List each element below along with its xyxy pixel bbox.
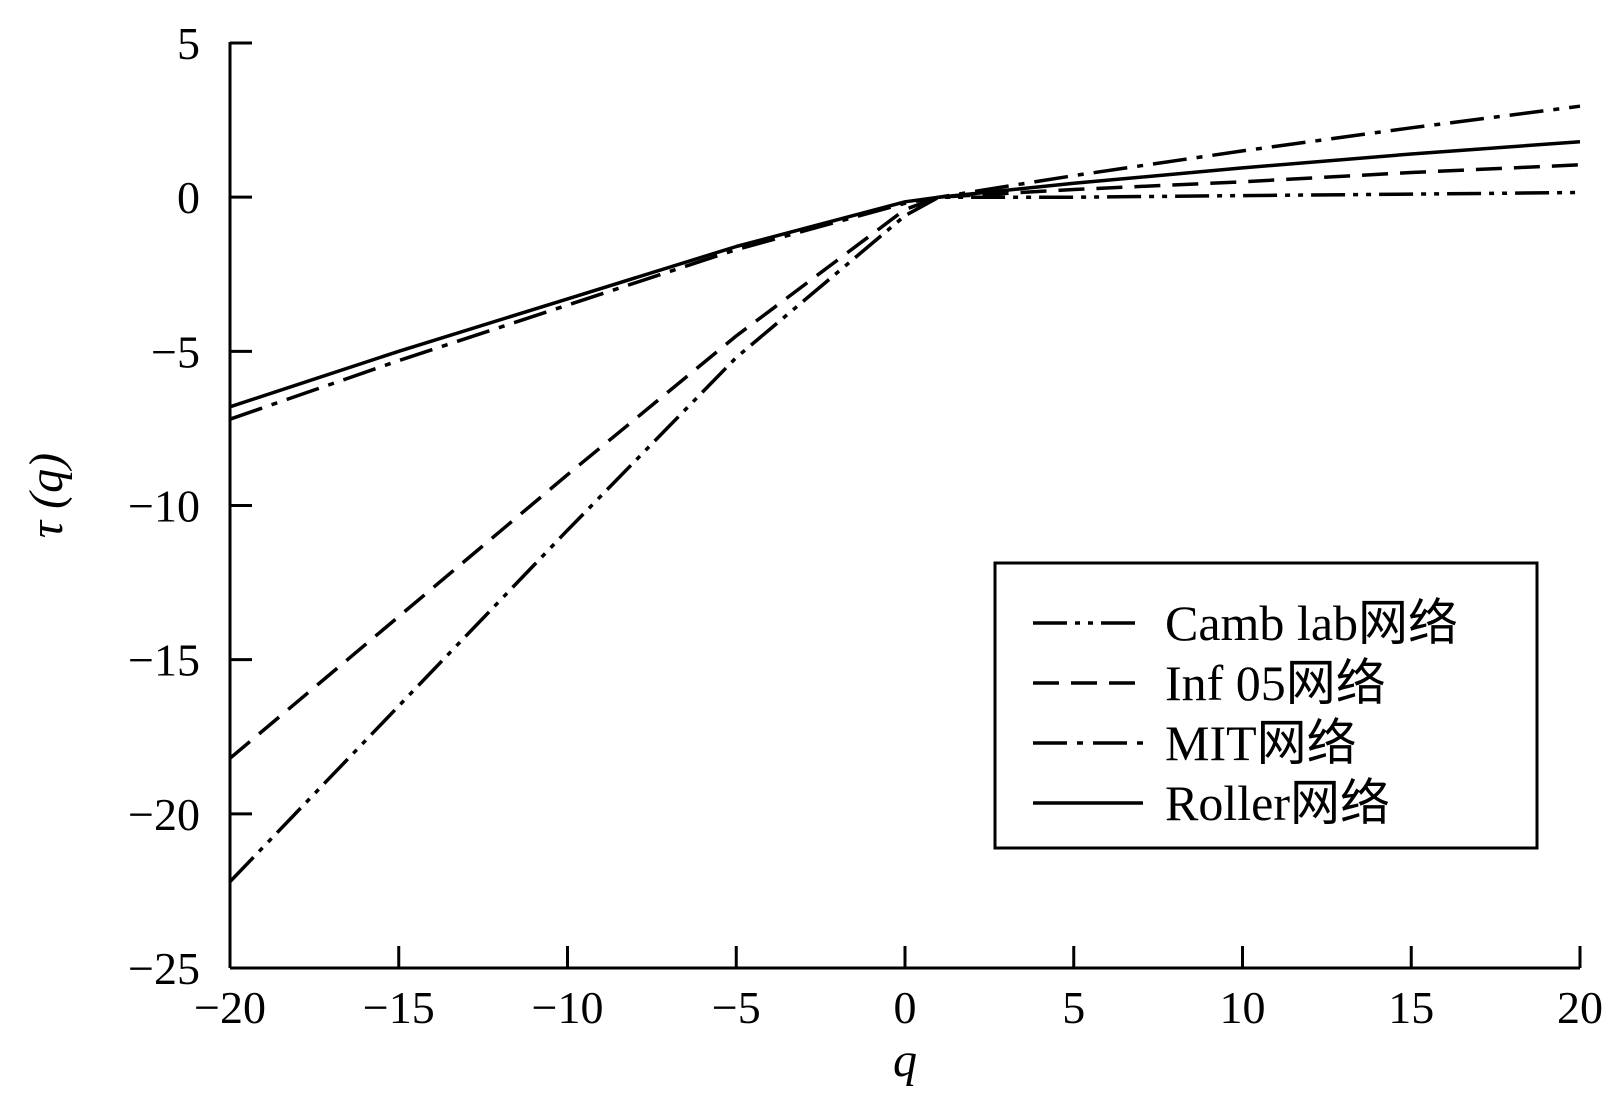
- x-tick-label: −5: [712, 982, 761, 1033]
- x-axis-title: q: [893, 1034, 917, 1087]
- y-tick-label: −15: [128, 635, 200, 686]
- y-ticks: 5 0 −5 −10 −15 −20 −25: [128, 18, 252, 994]
- y-tick-label: −20: [128, 789, 200, 840]
- x-tick-label: 15: [1388, 982, 1434, 1033]
- series-line: [228, 163, 1581, 760]
- x-tick-label: 0: [894, 982, 917, 1033]
- legend-box: [993, 561, 1539, 850]
- x-tick-label: 5: [1062, 982, 1085, 1033]
- series-line: [229, 139, 1581, 409]
- y-tick-label: 0: [177, 172, 200, 223]
- x-tick-label: −20: [194, 982, 266, 1033]
- legend-label: Roller网络: [1165, 775, 1390, 831]
- y-tick-label: −10: [128, 481, 200, 532]
- legend-label: MIT网络: [1165, 715, 1357, 771]
- y-tick-label: −5: [151, 326, 200, 377]
- x-tick-label: 10: [1220, 982, 1266, 1033]
- x-ticks: −20 −15 −10 −5 0 5 10 15 20: [194, 946, 1603, 1033]
- y-tick-label: −25: [128, 943, 200, 994]
- x-tick-label: −15: [363, 982, 435, 1033]
- plot-lines: [228, 104, 1581, 883]
- series-line: [228, 190, 1581, 883]
- x-tick-label: 20: [1557, 982, 1603, 1033]
- series-line: [229, 104, 1581, 421]
- legend-label: Camb lab网络: [1165, 595, 1458, 651]
- x-tick-label: −10: [532, 982, 604, 1033]
- y-axis-title: τ (q): [20, 453, 73, 538]
- y-tick-label: 5: [177, 18, 200, 69]
- legend-label: Inf 05网络: [1165, 655, 1386, 711]
